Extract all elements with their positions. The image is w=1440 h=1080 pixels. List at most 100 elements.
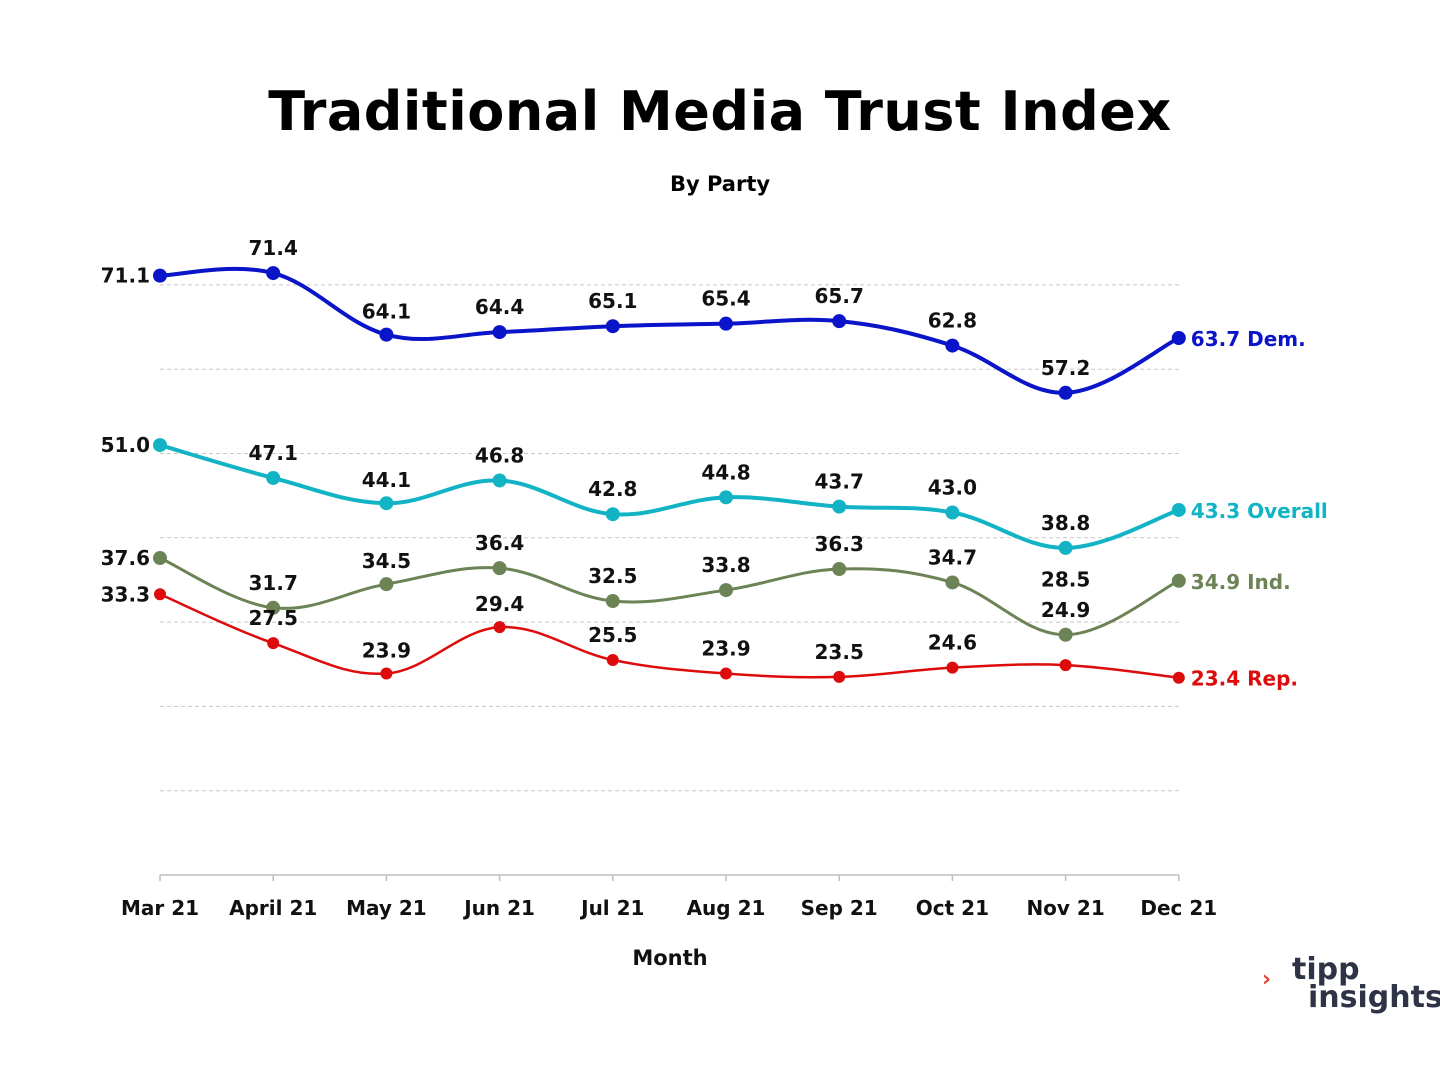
brand-arrow-icon: ›: [1262, 967, 1272, 992]
data-label: 34.7: [928, 545, 977, 569]
x-tick-label: Oct 21: [916, 896, 989, 920]
data-label: 37.6: [101, 546, 150, 570]
data-label: 27.5: [249, 606, 298, 630]
data-label: 65.4: [701, 287, 750, 311]
data-label: 36.4: [475, 531, 524, 555]
data-point: [266, 470, 281, 485]
data-point: [945, 338, 960, 353]
series-end-label: 63.7 Dem.: [1191, 327, 1306, 351]
data-point: [154, 588, 166, 601]
data-label: 43.7: [815, 470, 864, 494]
data-point: [1059, 659, 1072, 672]
x-axis: Mar 21 April 21 May 21 Jun 21 Jul 21 Aug 21 Se…: [121, 874, 1217, 920]
x-axis-title: Month: [632, 946, 707, 970]
data-label: 47.1: [249, 441, 298, 465]
data-point: [380, 667, 393, 680]
data-point: [606, 654, 619, 667]
series-line: [158, 556, 1181, 637]
data-point: [946, 661, 959, 674]
data-label: 44.8: [701, 460, 750, 484]
data-label: 36.3: [815, 532, 864, 556]
x-tick-label: Aug 21: [687, 896, 766, 920]
data-label: 57.2: [1041, 356, 1090, 380]
data-point: [1058, 385, 1073, 400]
data-label: 23.9: [362, 639, 411, 663]
data-point: [833, 670, 846, 683]
data-label: 25.5: [588, 623, 637, 647]
data-label: 65.1: [588, 289, 637, 313]
data-point: [605, 594, 620, 609]
brand-name-line2: insights: [1308, 980, 1440, 1015]
data-label: 38.8: [1041, 511, 1090, 535]
series-line: [158, 443, 1181, 550]
data-label: 24.6: [928, 631, 977, 655]
data-point: [719, 490, 733, 505]
series-lines: [153, 266, 1186, 684]
data-point: [266, 266, 281, 281]
data-point: [720, 667, 732, 680]
data-label: 71.1: [101, 264, 150, 288]
chart-title: Traditional Media Trust Index: [268, 80, 1172, 143]
series-end-label: 43.3 Overall: [1191, 499, 1328, 523]
chart-subtitle: By Party: [669, 172, 771, 196]
data-point: [1058, 627, 1073, 642]
data-point: [267, 637, 280, 650]
data-label: 33.8: [701, 553, 750, 577]
data-point: [719, 583, 733, 598]
data-label: 46.8: [475, 443, 524, 467]
data-point: [379, 327, 394, 342]
data-point: [832, 314, 847, 329]
data-point: [1172, 671, 1185, 684]
data-point: [492, 561, 507, 576]
x-tick-label: Jul 21: [579, 896, 644, 920]
series-line: [158, 266, 1181, 395]
data-labels: 71.1 71.4 64.1 64.4 65.1 65.4 65.7 62.8 57.2 63.7…: [101, 236, 1328, 691]
data-label: 23.5: [815, 640, 864, 664]
data-label: 65.7: [815, 284, 864, 308]
series-line: [158, 593, 1181, 679]
data-point: [492, 325, 507, 340]
data-point: [832, 561, 847, 576]
data-point: [945, 575, 960, 590]
data-label: 62.8: [928, 309, 977, 333]
data-point: [945, 505, 960, 520]
data-label: 29.4: [475, 592, 524, 616]
data-point: [719, 316, 733, 331]
data-point: [493, 621, 506, 634]
data-point: [153, 551, 167, 566]
data-point: [1058, 540, 1073, 555]
x-tick-label: April 21: [229, 896, 317, 920]
data-label: 64.4: [475, 295, 524, 319]
x-tick-label: Sep 21: [801, 896, 878, 920]
data-label: 23.9: [701, 637, 750, 661]
brand-name-line1: tipp: [1292, 952, 1360, 987]
series-end-label: 34.9 Ind.: [1191, 570, 1291, 594]
x-tick-label: Mar 21: [121, 896, 199, 920]
tipp-insights-logo: › tipp insights: [1262, 952, 1440, 1025]
data-label: 34.5: [362, 549, 411, 573]
x-tick-label: Jun 21: [462, 896, 535, 920]
x-tick-label: Dec 21: [1140, 896, 1217, 920]
data-label: 42.8: [588, 477, 637, 501]
data-label: 43.0: [928, 476, 977, 500]
data-label: 31.7: [249, 571, 298, 595]
data-point: [605, 319, 620, 334]
data-label: 44.1: [362, 468, 411, 492]
gridlines: [160, 284, 1180, 792]
data-point: [266, 600, 281, 615]
data-label: 71.4: [249, 236, 298, 260]
data-point: [379, 577, 394, 592]
data-point: [1171, 573, 1186, 588]
series-end-label: 23.4 Rep.: [1191, 667, 1298, 691]
data-point: [379, 496, 394, 511]
data-point: [492, 473, 507, 488]
data-label: 33.3: [101, 582, 150, 606]
data-point: [832, 499, 847, 514]
data-point: [153, 268, 167, 283]
x-tick-label: Nov 21: [1026, 896, 1104, 920]
data-label: 28.5: [1041, 568, 1090, 592]
data-point: [1171, 331, 1186, 346]
data-point: [1171, 502, 1186, 517]
data-point: [153, 438, 167, 453]
